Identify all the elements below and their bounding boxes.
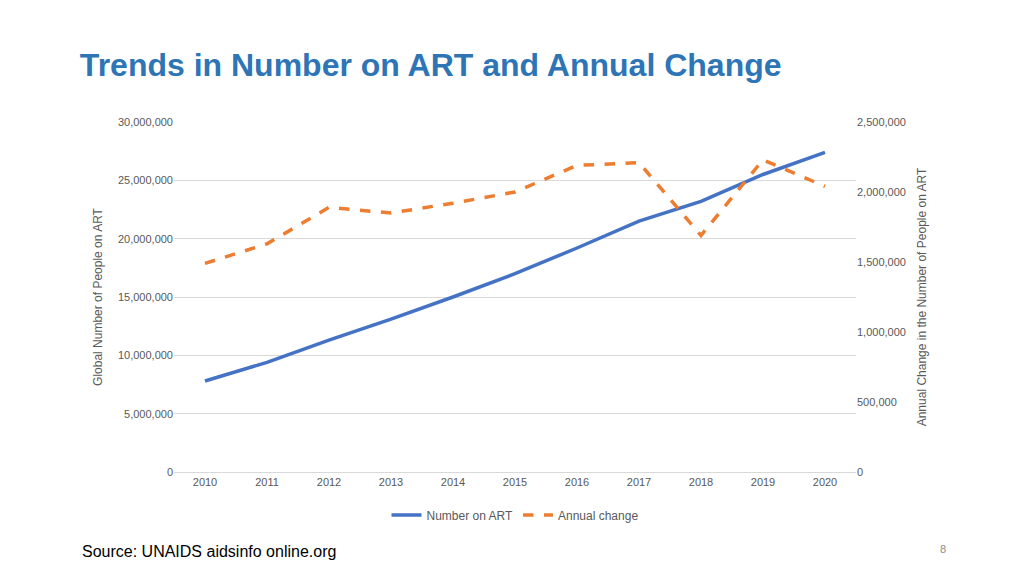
svg-text:20,000,000: 20,000,000 (118, 233, 173, 245)
svg-text:1,500,000: 1,500,000 (857, 256, 906, 268)
svg-text:15,000,000: 15,000,000 (118, 291, 173, 303)
svg-text:2017: 2017 (627, 476, 651, 488)
svg-text:Global Number of People on ART: Global Number of People on ART (91, 207, 105, 386)
svg-text:2020: 2020 (813, 476, 837, 488)
svg-text:10,000,000: 10,000,000 (118, 349, 173, 361)
svg-text:2,500,000: 2,500,000 (857, 116, 906, 128)
svg-text:2011: 2011 (255, 476, 279, 488)
svg-text:Annual change: Annual change (558, 509, 638, 523)
svg-text:25,000,000: 25,000,000 (118, 174, 173, 186)
svg-text:2012: 2012 (317, 476, 341, 488)
svg-text:Trends in Number on ART and An: Trends in Number on ART and Annual Chang… (80, 47, 782, 83)
svg-text:Source: UNAIDS aidsinfo online: Source: UNAIDS aidsinfo online.org (82, 543, 336, 560)
svg-text:2010: 2010 (193, 476, 217, 488)
svg-text:0: 0 (857, 466, 863, 478)
svg-text:Annual Change in the Number of: Annual Change in the Number of People on… (915, 167, 929, 426)
svg-text:0: 0 (167, 466, 173, 478)
svg-text:8: 8 (940, 543, 946, 555)
svg-text:1,000,000: 1,000,000 (857, 326, 906, 338)
svg-text:5,000,000: 5,000,000 (124, 408, 173, 420)
svg-text:2,000,000: 2,000,000 (857, 186, 906, 198)
svg-text:2013: 2013 (379, 476, 403, 488)
svg-text:2016: 2016 (565, 476, 589, 488)
svg-text:500,000: 500,000 (857, 396, 897, 408)
svg-text:2018: 2018 (689, 476, 713, 488)
svg-text:2015: 2015 (503, 476, 527, 488)
svg-text:2014: 2014 (441, 476, 465, 488)
svg-text:30,000,000: 30,000,000 (118, 116, 173, 128)
svg-text:Number on ART: Number on ART (427, 509, 513, 523)
svg-text:2019: 2019 (751, 476, 775, 488)
